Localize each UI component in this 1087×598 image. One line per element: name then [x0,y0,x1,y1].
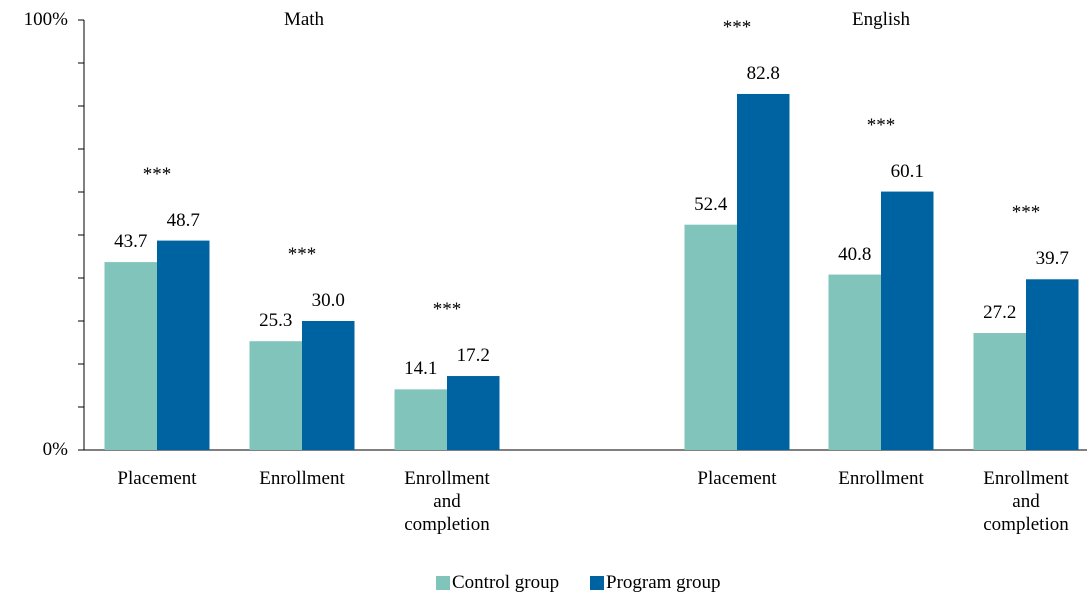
significance: *** [287,244,317,265]
legend-label: Program group [606,572,721,593]
x-tick-label: Enrollment [259,468,345,489]
value-label: 14.1 [404,358,438,380]
bar [1026,279,1079,450]
x-tick-label: Placement [117,468,197,489]
value-label: 40.8 [838,243,872,265]
significance: *** [722,16,752,38]
legend-swatch [590,576,604,590]
y-tick-label: 100% [23,9,68,30]
bar [394,389,447,450]
x-tick-label: Placement [697,468,777,489]
bar [737,93,790,451]
x-tick-label: Enrollment [838,468,924,489]
value-label: 39.7 [1035,248,1069,270]
bar [973,333,1026,450]
value-label: 43.7 [114,231,148,253]
legend-swatch [436,576,450,590]
value-label: 25.3 [259,310,293,332]
significance: *** [1011,202,1041,224]
value-label: 30.0 [311,290,345,311]
value-label: 60.1 [890,160,924,182]
value-label: 82.8 [746,62,780,84]
bar [302,321,355,450]
value-label: 17.2 [456,345,490,367]
bar [249,341,302,450]
significance: *** [142,163,172,185]
y-tick-label: 0% [42,439,68,460]
x-tick-label: Enrollment and completion [983,468,1069,535]
bar [447,376,500,450]
significance: *** [866,114,896,136]
bar [157,240,210,450]
bar [684,224,737,450]
x-tick-label: Enrollment and completion [404,468,490,535]
value-label: 48.7 [166,209,200,231]
bar [104,262,157,450]
bar [881,191,934,450]
panel-title: English [851,9,911,30]
legend-label: Control group [452,572,560,593]
panel-title: Math [283,9,325,30]
value-label: 27.2 [983,302,1017,324]
bar [828,274,881,450]
significance: *** [432,299,462,321]
value-label: 52.4 [694,193,728,215]
